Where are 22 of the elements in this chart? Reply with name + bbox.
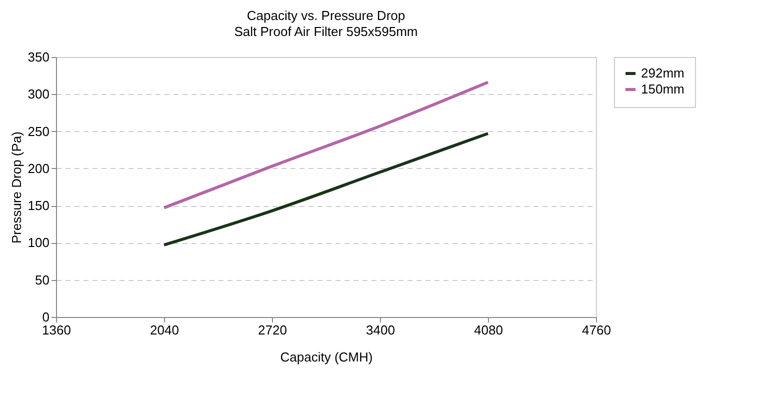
- y-tick-label: 250: [28, 124, 50, 139]
- x-tick-label: 2720: [258, 322, 287, 338]
- x-tick-label: 1360: [42, 322, 71, 338]
- y-tick-label: 200: [28, 160, 50, 176]
- x-tick-label: 3400: [366, 322, 395, 338]
- y-tick-label: 300: [28, 86, 50, 102]
- y-tick-label: 100: [28, 235, 50, 250]
- legend-label: 150mm: [641, 82, 684, 96]
- x-axis-title: Capacity (CMH): [280, 350, 373, 364]
- line-series: [162, 132, 490, 246]
- chart-title: Capacity vs. Pressure Drop: [246, 8, 406, 23]
- x-tick-label: 4080: [474, 322, 503, 338]
- x-tick-label: 4760: [582, 322, 611, 338]
- y-tick-label: 350: [28, 50, 50, 64]
- y-tick-label: 0: [42, 310, 50, 324]
- y-tick-label: 150: [28, 198, 50, 214]
- y-axis-title: Pressure Drop (Pa): [8, 132, 24, 244]
- legend-label: 292mm: [641, 66, 684, 80]
- line-series: [162, 80, 490, 210]
- chart-subtitle: Salt Proof Air Filter 595x595mm: [234, 24, 418, 39]
- y-tick-label: 50: [35, 272, 50, 288]
- x-tick-label: 2040: [150, 322, 179, 338]
